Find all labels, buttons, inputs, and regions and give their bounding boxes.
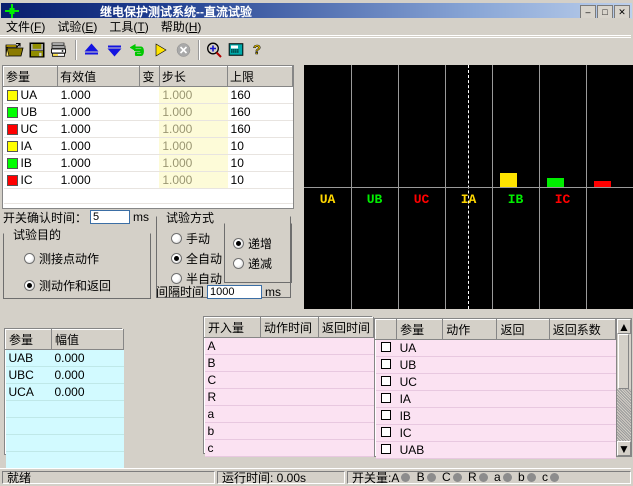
svg-text:?: ? [253, 42, 261, 57]
